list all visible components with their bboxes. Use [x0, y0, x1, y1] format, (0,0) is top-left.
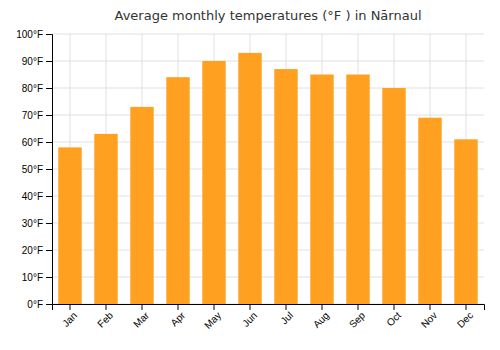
tick-label: 80°F: [22, 83, 43, 94]
bar: [454, 139, 477, 304]
bar: [166, 77, 189, 304]
tick: Dec: [455, 304, 475, 330]
bar: [58, 147, 81, 304]
tick-mark: [46, 223, 52, 224]
tick: 90°F: [22, 56, 52, 67]
tick-label: Mar: [131, 309, 151, 329]
tick: 30°F: [22, 218, 52, 229]
tick-label: Dec: [455, 310, 475, 330]
chart: 0°F 10°F 20°F 30°F 40°F 50°F 60°F 70°F 80°F 90°F 1…: [0, 0, 500, 350]
grid-line: [52, 34, 484, 35]
tick: 50°F: [22, 164, 52, 175]
tick-label: 70°F: [22, 110, 43, 121]
tick: Oct: [384, 304, 403, 328]
tick-mark: [46, 250, 52, 251]
tick-mark: [46, 277, 52, 278]
tick: Nov: [419, 304, 439, 330]
tick-label: 90°F: [22, 56, 43, 67]
tick: 40°F: [22, 191, 52, 202]
tick: May: [202, 304, 223, 331]
tick-mark: [46, 115, 52, 116]
tick: Feb: [95, 304, 115, 330]
tick-label: Aug: [311, 310, 331, 330]
bar: [94, 134, 117, 304]
title: Average monthly temperatures (°F ) in Nā…: [115, 8, 422, 23]
tick-mark: [46, 142, 52, 143]
tick: Jul: [278, 304, 295, 326]
tick-label: May: [202, 310, 223, 331]
tick-mark: [430, 304, 431, 310]
tick-mark: [46, 169, 52, 170]
tick-label: Sep: [347, 309, 368, 330]
bars: [58, 53, 477, 304]
tick-mark: [70, 304, 71, 310]
tick-mark: [46, 61, 52, 62]
tick-label: Nov: [419, 310, 439, 330]
tick-label: 20°F: [22, 245, 43, 256]
tick-mark: [214, 304, 215, 310]
tick-label: 60°F: [22, 137, 43, 148]
grid-line: [52, 115, 484, 116]
tick-mark: [142, 304, 143, 310]
bar: [130, 107, 153, 304]
tick-mark: [46, 304, 52, 305]
tick: 80°F: [22, 83, 52, 94]
tick-mark: [358, 304, 359, 310]
tick-label: Jan: [60, 310, 79, 329]
tick-label: 30°F: [22, 218, 43, 229]
tick: 60°F: [22, 137, 52, 148]
tick-label: 50°F: [22, 164, 43, 175]
tick: Mar: [131, 304, 151, 330]
tick-mark: [178, 304, 179, 310]
tick: Jan: [60, 304, 79, 329]
y-axis: 0°F 10°F 20°F 30°F 40°F 50°F 60°F 70°F 80°F 90°F 1…: [16, 29, 52, 310]
tick-mark: [46, 34, 52, 35]
tick-mark: [250, 304, 251, 310]
tick-label: Jun: [240, 310, 259, 329]
bar: [238, 53, 261, 304]
tick-label: 0°F: [27, 299, 43, 310]
tick: 0°F: [27, 299, 52, 310]
tick-label: 10°F: [22, 272, 43, 283]
tick-label: 40°F: [22, 191, 43, 202]
bar: [346, 75, 369, 305]
tick: Apr: [168, 304, 187, 328]
bar: [310, 75, 333, 305]
tick-mark: [394, 304, 395, 310]
tick-mark: [46, 196, 52, 197]
tick: Aug: [311, 304, 331, 330]
tick: 10°F: [22, 272, 52, 283]
tick-label: Jul: [278, 310, 295, 327]
bar: [202, 61, 225, 304]
x-axis: Jan Feb Mar Apr May Jun Jul Aug Sep Oct Nov Dec: [53, 304, 485, 331]
tick-label: Apr: [168, 309, 187, 328]
tick-mark: [322, 304, 323, 310]
tick-mark: [46, 88, 52, 89]
tick: 20°F: [22, 245, 52, 256]
tick: Sep: [347, 304, 368, 330]
bar: [382, 88, 405, 304]
axis-line: [53, 305, 485, 311]
bar: [274, 69, 297, 304]
tick-label: Feb: [95, 309, 115, 329]
axis-line: [46, 35, 53, 305]
plot: 0°F 10°F 20°F 30°F 40°F 50°F 60°F 70°F 80°F 90°F 1…: [16, 29, 484, 331]
grid-line: [52, 61, 484, 62]
tick-mark: [106, 304, 107, 310]
tick: 70°F: [22, 110, 52, 121]
tick-label: Oct: [384, 310, 403, 329]
bar: [418, 118, 441, 304]
grid: [52, 34, 484, 304]
tick-mark: [466, 304, 467, 310]
tick-mark: [286, 304, 287, 310]
grid-line: [52, 88, 484, 89]
tick-label: 100°F: [16, 29, 43, 40]
tick: Jun: [240, 304, 259, 329]
tick: 100°F: [16, 29, 52, 40]
